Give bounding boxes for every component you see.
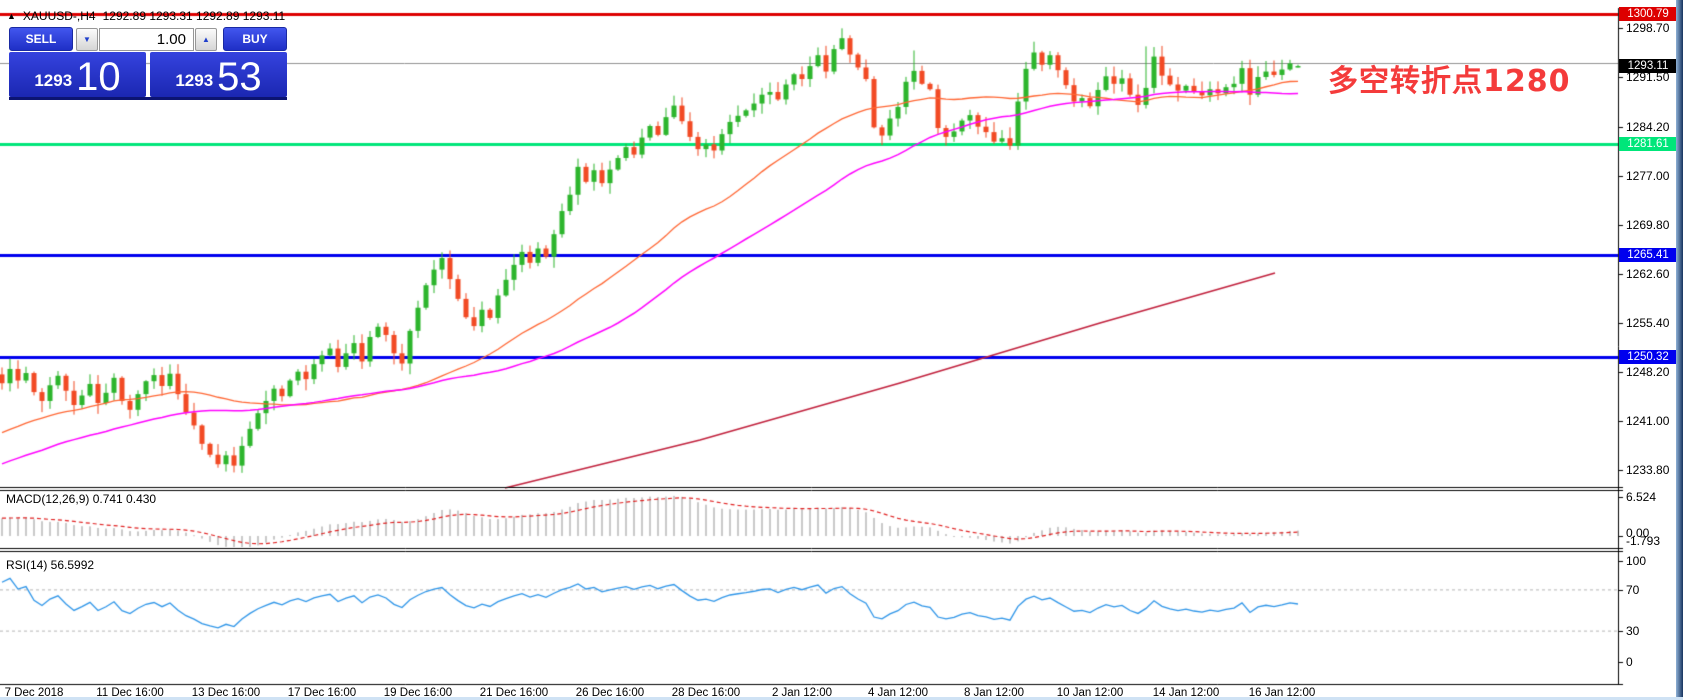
ohlc-values: 1292.89 1293.31 1292.89 1293.11: [102, 9, 286, 23]
volume-increase-button[interactable]: ▲: [195, 28, 217, 51]
buy-price-panel[interactable]: 1293 53: [150, 52, 287, 97]
window-right-edge: [1676, 0, 1683, 700]
rsi-axis-label: 100: [1626, 554, 1647, 568]
sell-price-panel[interactable]: 1293 10: [9, 52, 146, 97]
price-tick-label: 1298.70: [1626, 21, 1670, 35]
date-tick-label: 21 Dec 16:00: [479, 687, 549, 699]
volume-decrease-button[interactable]: ▼: [76, 28, 98, 51]
buy-price-pips: 53: [217, 55, 262, 99]
date-tick-label: 16 Jan 12:00: [1248, 687, 1316, 699]
price-tick-label: 1241.00: [1626, 413, 1670, 428]
price-line-badge: 1250.32: [1619, 350, 1677, 365]
date-tick-label: 8 Jan 12:00: [963, 687, 1025, 699]
price-tick-label: 1284.20: [1626, 119, 1670, 134]
symbol-timeframe: XAUUSD-,H4: [22, 9, 96, 23]
sell-button[interactable]: SELL: [9, 27, 73, 51]
rsi-axis-label: 70: [1626, 583, 1640, 597]
chevron-down-icon: ▼: [83, 35, 91, 44]
chart-annotation-text: 多空转折点1280: [1328, 64, 1571, 99]
date-tick-label: 7 Dec 2018: [4, 687, 64, 699]
one-click-trade-panel: SELL ▼ 1.00 ▲ BUY 1293 10 1293 53: [9, 26, 288, 101]
window-bottom-edge: [0, 697, 1683, 700]
date-tick-label: 19 Dec 16:00: [383, 687, 453, 699]
price-tick-label: 1255.40: [1626, 315, 1670, 330]
date-tick-label: 10 Jan 12:00: [1056, 687, 1124, 699]
date-tick-label: 13 Dec 16:00: [191, 687, 261, 699]
macd-axis-label: 0.00: [1626, 526, 1650, 540]
date-tick-label: 14 Jan 12:00: [1152, 687, 1220, 699]
volume-input[interactable]: 1.00: [99, 28, 194, 51]
macd-axis-label: 6.524: [1626, 490, 1657, 504]
rsi-label: RSI(14) 56.5992: [6, 558, 95, 572]
date-tick-label: 28 Dec 16:00: [671, 687, 741, 699]
price-tick-label: 1248.20: [1626, 364, 1670, 379]
price-tick-label: 1277.00: [1626, 168, 1670, 183]
price-line-badge: 1281.61: [1619, 137, 1677, 152]
date-tick-label: 11 Dec 16:00: [96, 687, 164, 699]
price-line-badge: 1300.79: [1619, 6, 1677, 21]
chart-header: ▲ XAUUSD-,H4 1292.89 1293.31 1292.89 129…: [7, 9, 285, 23]
buy-price-main: 1293: [175, 71, 214, 90]
price-tick-label: 1291.50: [1626, 70, 1670, 84]
date-tick-label: 4 Jan 12:00: [867, 687, 929, 699]
macd-axis-label: -1.793: [1626, 534, 1661, 548]
price-line-badge: 1265.41: [1619, 247, 1677, 262]
sell-price-pips: 10: [76, 55, 121, 99]
price-tick-label: 1233.80: [1626, 462, 1670, 477]
date-tick-label: 2 Jan 12:00: [771, 687, 833, 699]
trade-panel-shadow: [9, 97, 287, 100]
date-tick-label: 26 Dec 16:00: [575, 687, 645, 699]
buy-button[interactable]: BUY: [223, 27, 287, 51]
price-tick-label: 1262.60: [1626, 266, 1670, 281]
macd-label: MACD(12,26,9) 0.741 0.430: [6, 492, 157, 506]
rsi-axis-label: 0: [1626, 655, 1633, 669]
price-tick-label: 1269.80: [1626, 217, 1670, 232]
price-line-badge: 1293.11: [1619, 59, 1677, 74]
rsi-axis-label: 30: [1626, 624, 1640, 638]
chevron-up-icon: ▲: [202, 35, 210, 44]
date-tick-label: 17 Dec 16:00: [287, 687, 357, 699]
sell-price-main: 1293: [34, 71, 73, 90]
symbol-marker-icon: ▲: [7, 10, 16, 21]
